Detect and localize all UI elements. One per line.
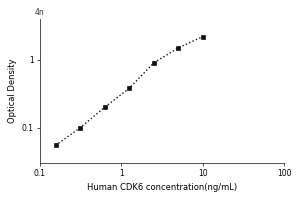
Y-axis label: Optical Density: Optical Density	[8, 59, 17, 123]
Text: 4n: 4n	[35, 8, 45, 17]
X-axis label: Human CDK6 concentration(ng/mL): Human CDK6 concentration(ng/mL)	[87, 183, 237, 192]
